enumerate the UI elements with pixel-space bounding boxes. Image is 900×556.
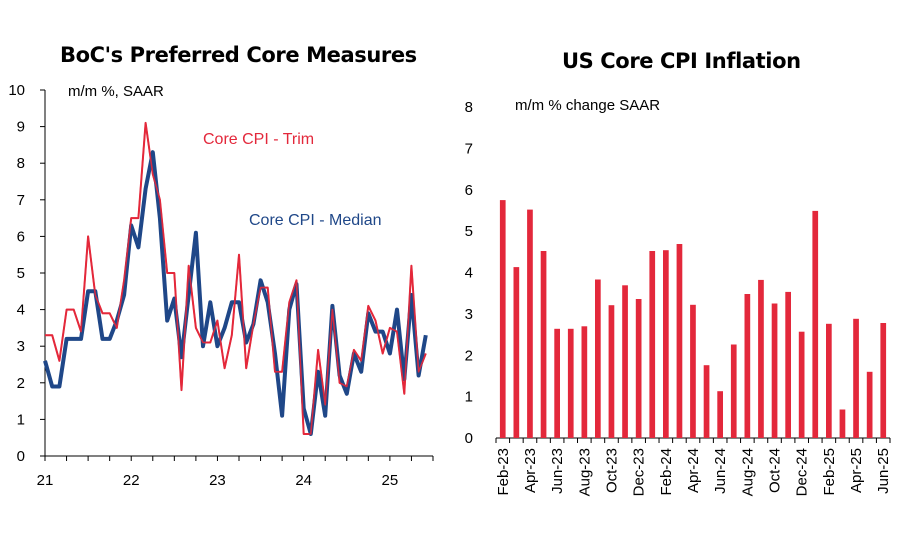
x-tick-label: Dec-24 (794, 448, 811, 496)
bar-nov-23 (622, 285, 628, 438)
x-tick-label: Aug-24 (739, 448, 756, 496)
bar-oct-23 (609, 305, 615, 438)
bar-mar-23 (514, 267, 520, 438)
x-tick-label: Jun-24 (712, 448, 729, 494)
bar-feb-24 (663, 250, 669, 438)
bar-jul-23 (568, 329, 574, 438)
y-tick-label: 0 (17, 448, 25, 465)
y-tick-label: 5 (465, 223, 473, 240)
bar-feb-23 (500, 200, 506, 438)
x-tick-label: Oct-24 (767, 448, 784, 493)
bar-feb-25 (826, 324, 832, 438)
bar-oct-24 (772, 304, 778, 439)
us-core-cpi-chart: US Core CPI Inflation 0 1 2 3 4 5 6 7 8 Feb-23 Apr… (450, 0, 900, 556)
y-tick-label: 4 (465, 265, 473, 282)
series-line-core-cpi-trim (45, 123, 426, 434)
bar-sep-23 (595, 280, 601, 439)
bar-aug-24 (745, 294, 751, 438)
bar-apr-25 (853, 319, 859, 438)
bar-dec-23 (636, 299, 642, 438)
y-tick-label: 4 (17, 302, 25, 319)
y-tick-label: 7 (17, 192, 25, 209)
bar-jan-25 (812, 211, 818, 438)
bar-jan-24 (649, 251, 655, 438)
bar-may-23 (541, 251, 547, 438)
y-tick-label: 1 (17, 411, 25, 428)
bar-may-25 (867, 372, 873, 438)
y-tick-label: 6 (17, 228, 25, 245)
x-tick-label: Feb-24 (658, 448, 675, 496)
bar-dec-24 (799, 332, 805, 438)
chart-subtitle: m/m % change SAAR (515, 97, 660, 114)
bar-nov-24 (785, 292, 791, 438)
y-tick-label: 8 (17, 155, 25, 172)
x-tick-label: 24 (295, 472, 312, 489)
x-tick-label: Oct-23 (603, 448, 620, 493)
x-tick-label: Feb-25 (821, 448, 838, 496)
x-tick-label: Apr-25 (848, 448, 865, 493)
y-tick-label: 3 (465, 306, 473, 323)
y-tick-label: 10 (8, 82, 25, 99)
x-tick-label: 22 (123, 472, 140, 489)
bar-aug-23 (582, 326, 588, 438)
y-tick-label: 8 (465, 99, 473, 116)
bar-apr-23 (527, 210, 533, 438)
bar-mar-25 (840, 410, 846, 439)
bar-jun-25 (880, 323, 886, 438)
bar-apr-24 (690, 305, 696, 438)
bar-mar-24 (677, 244, 683, 438)
y-tick-label: 6 (465, 182, 473, 199)
x-tick-label: Jun-25 (875, 448, 892, 494)
bar-jul-24 (731, 345, 737, 439)
x-tick-label: 23 (209, 472, 226, 489)
bar-chart-svg: 0 1 2 3 4 5 6 7 8 Feb-23 Apr-23 Jun-23 Aug-23 Oct-23 D… (450, 0, 900, 556)
x-tick-label: 21 (37, 472, 54, 489)
x-tick-label: 25 (382, 472, 399, 489)
y-tick-label: 7 (465, 140, 473, 157)
x-tick-label: Apr-23 (522, 448, 539, 493)
y-tick-label: 9 (17, 119, 25, 136)
series-line-trim-overlay (45, 123, 426, 434)
bar-jun-24 (717, 391, 723, 438)
x-tick-label: Aug-23 (576, 448, 593, 496)
annotation-trim: Core CPI - Trim (203, 131, 314, 148)
bar-sep-24 (758, 280, 764, 438)
y-tick-label: 2 (17, 375, 25, 392)
y-tick-label: 5 (17, 265, 25, 282)
y-tick-label: 1 (465, 389, 473, 406)
annotation-median: Core CPI - Median (249, 212, 382, 229)
x-tick-label: Feb-23 (495, 448, 512, 496)
bar-jun-23 (554, 329, 560, 438)
x-tick-label: Apr-24 (685, 448, 702, 493)
y-tick-label: 0 (465, 430, 473, 447)
x-tick-label: Jun-23 (549, 448, 566, 494)
x-tick-label: Dec-23 (631, 448, 648, 496)
chart-subtitle: m/m %, SAAR (68, 83, 164, 100)
bar-may-24 (704, 365, 710, 438)
y-tick-label: 3 (17, 338, 25, 355)
y-tick-label: 2 (465, 347, 473, 364)
